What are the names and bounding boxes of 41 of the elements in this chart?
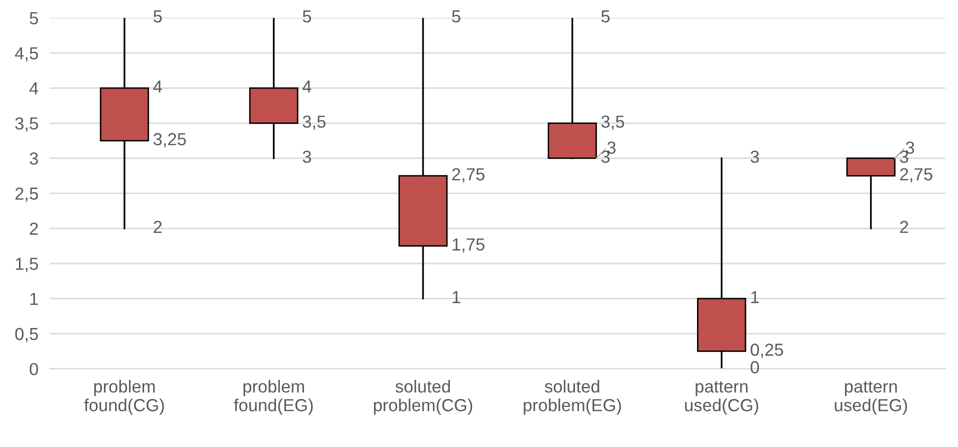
x-tick-label: pattern used(CG) (685, 381, 758, 415)
text: 0,25 (750, 344, 784, 358)
text: 1 (452, 291, 460, 304)
x-tick-label: problem found(CG) (84, 380, 164, 415)
y-tick-label: 2 (30, 222, 38, 235)
text: 3,25 (153, 133, 186, 148)
y-tick-label: 2,5 (15, 187, 38, 202)
text: 5 (601, 10, 610, 23)
text: 3 (302, 150, 312, 163)
text: 1 (751, 291, 759, 304)
text: 3 (750, 150, 759, 163)
text: 1,75 (452, 238, 484, 253)
text: 3,5 (302, 116, 326, 130)
text: 0 (750, 361, 759, 374)
text: 3 (900, 150, 908, 163)
y-tick-label: 3 (30, 152, 38, 165)
y-tick-label: 5 (30, 12, 38, 24)
text: 4 (302, 80, 312, 93)
x-tick-label: soluted problem(EG) (524, 380, 621, 415)
x-tick-label: problem found(EG) (234, 380, 313, 415)
text: 2 (154, 220, 162, 233)
text: 2,75 (900, 168, 932, 182)
y-tick-label: 4 (29, 82, 38, 94)
y-tick-label: 4,5 (14, 47, 38, 62)
text: 3 (601, 150, 610, 163)
y-tick-label: 0,5 (15, 328, 38, 342)
x-tick-label: pattern used(EG) (834, 381, 907, 415)
text: 2,75 (452, 168, 484, 182)
text: 3,5 (601, 116, 624, 130)
text: 3 (607, 141, 616, 154)
text: 5 (302, 10, 312, 23)
text: 4 (153, 80, 162, 93)
y-tick-label: 1 (30, 292, 38, 305)
y-tick-label: 3,5 (15, 117, 38, 132)
text: 5 (154, 10, 162, 23)
y-tick-label: 0 (30, 362, 38, 376)
text: 2 (900, 220, 908, 233)
x-tick-label: soluted problem(CG) (374, 380, 472, 415)
y-tick-label: 1,5 (16, 258, 38, 272)
text: 5 (452, 10, 460, 23)
text: 3 (906, 141, 914, 154)
